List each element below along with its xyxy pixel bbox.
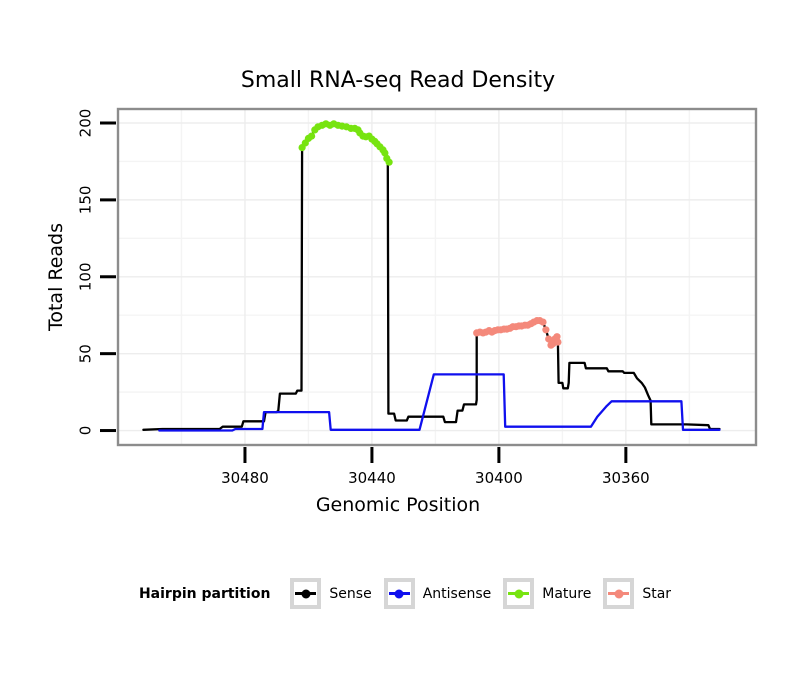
- legend-label-sense: Sense: [329, 585, 372, 602]
- y-tick-label: 150: [76, 186, 94, 215]
- legend-item-sense: Sense: [290, 578, 372, 609]
- series-star-point: [553, 333, 561, 341]
- legend-key-dot: [514, 589, 524, 598]
- legend-key-sense-icon: [290, 578, 322, 609]
- y-tick-label: 100: [76, 262, 94, 291]
- series-antisense-line: [158, 373, 721, 432]
- y-tick-label: 200: [76, 109, 94, 138]
- legend: Hairpin partition Sense Antisense Mature St…: [0, 578, 810, 609]
- x-tick-label: 30360: [602, 469, 650, 487]
- series-star-point: [554, 338, 562, 346]
- series-star-point: [545, 335, 553, 343]
- legend-item-star: Star: [603, 578, 671, 609]
- series-star-point: [542, 326, 550, 334]
- panel-border: [116, 107, 758, 447]
- legend-label-antisense: Antisense: [422, 585, 492, 602]
- legend-label-mature: Mature: [542, 585, 592, 602]
- legend-item-antisense: Antisense: [383, 578, 492, 609]
- y-axis-label: Total Reads: [45, 222, 67, 332]
- x-tick-label: 30400: [475, 469, 523, 487]
- legend-item-mature: Mature: [503, 578, 591, 609]
- y-tick-label: 50: [76, 344, 94, 363]
- legend-key-star-icon: [603, 578, 635, 609]
- legend-key-dot: [301, 589, 311, 598]
- x-axis-label: Genomic Position: [315, 494, 481, 516]
- x-tick-label: 30480: [221, 469, 269, 487]
- legend-title: Hairpin partition: [138, 585, 271, 602]
- legend-key-mature-icon: [503, 578, 535, 609]
- chart-title: Small RNA-seq Read Density: [240, 68, 556, 93]
- legend-key-dot: [394, 589, 404, 598]
- legend-key-antisense-icon: [383, 578, 415, 609]
- x-tick-label: 30440: [348, 469, 396, 487]
- series-mature-point: [385, 158, 393, 166]
- plot-area: 30480 30440 30400 30360 0 50 100 150 200: [76, 107, 758, 487]
- series-mature-point: [381, 149, 389, 157]
- legend-key-dot: [614, 589, 624, 598]
- series-star-point: [539, 318, 547, 326]
- y-tick-label: 0: [77, 426, 95, 436]
- series-mature-point: [308, 132, 316, 140]
- legend-label-star: Star: [642, 585, 672, 602]
